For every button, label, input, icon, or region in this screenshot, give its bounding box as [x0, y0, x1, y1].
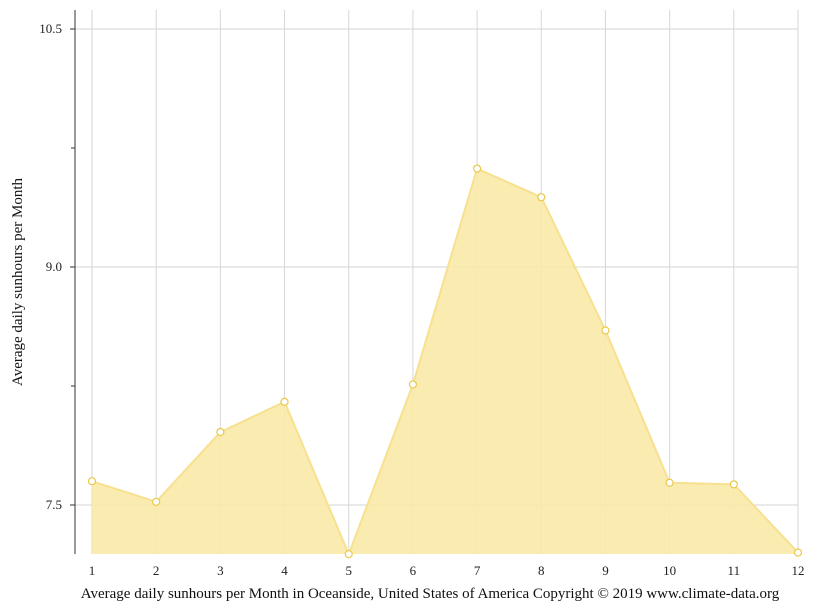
data-point-month-3 — [216, 427, 225, 437]
x-tick-label-6: 6 — [410, 563, 417, 578]
sunhours-line — [91, 167, 799, 557]
x-tick-label-9: 9 — [602, 563, 609, 578]
data-point-month-8 — [537, 193, 546, 202]
x-tick-label-10: 10 — [663, 563, 676, 578]
data-point-month-12 — [793, 548, 803, 557]
y-axis-ticks: 10.5 9.0 7.5 — [39, 21, 75, 512]
x-tick-label-8: 8 — [538, 563, 545, 578]
data-point-month-9 — [601, 326, 610, 335]
data-point-month-6 — [408, 380, 418, 389]
y-tick-label: 9.0 — [46, 259, 62, 274]
data-point-month-1 — [87, 477, 97, 486]
x-tick-label-2: 2 — [153, 563, 160, 578]
data-point-month-5 — [344, 550, 353, 559]
x-tick-label-7: 7 — [474, 563, 481, 578]
data-point-month-10 — [665, 478, 674, 487]
x-tick-label-1: 1 — [89, 563, 96, 578]
y-axis-title: Average daily sunhours per Month — [10, 178, 26, 387]
sunhours-area — [92, 168, 798, 555]
x-tick-label-3: 3 — [217, 563, 224, 578]
data-point-month-4 — [280, 397, 289, 406]
data-point-month-11 — [729, 480, 738, 489]
data-points — [87, 164, 803, 559]
x-tick-label-11: 11 — [728, 563, 741, 578]
data-point-month-2 — [152, 497, 161, 506]
series-area-layer — [91, 167, 799, 557]
grid-lines — [75, 10, 799, 554]
x-tick-label-5: 5 — [345, 563, 352, 578]
data-point-month-7 — [472, 164, 482, 173]
y-tick-label: 7.5 — [46, 497, 62, 512]
x-tick-label-4: 4 — [281, 563, 288, 578]
x-axis-ticks: 1 2 3 4 5 6 7 8 9 10 11 12 — [89, 563, 805, 578]
x-tick-label-12: 12 — [792, 563, 805, 578]
chart-caption: Average daily sunhours per Month in Ocea… — [81, 586, 780, 602]
y-tick-label: 10.5 — [39, 21, 62, 36]
